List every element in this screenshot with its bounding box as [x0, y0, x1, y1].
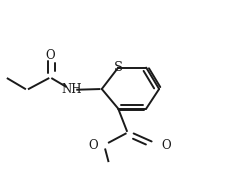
Text: NH: NH — [61, 83, 82, 96]
Text: O: O — [161, 138, 171, 152]
Text: O: O — [45, 49, 55, 62]
Text: O: O — [89, 138, 98, 152]
Text: S: S — [114, 61, 123, 74]
